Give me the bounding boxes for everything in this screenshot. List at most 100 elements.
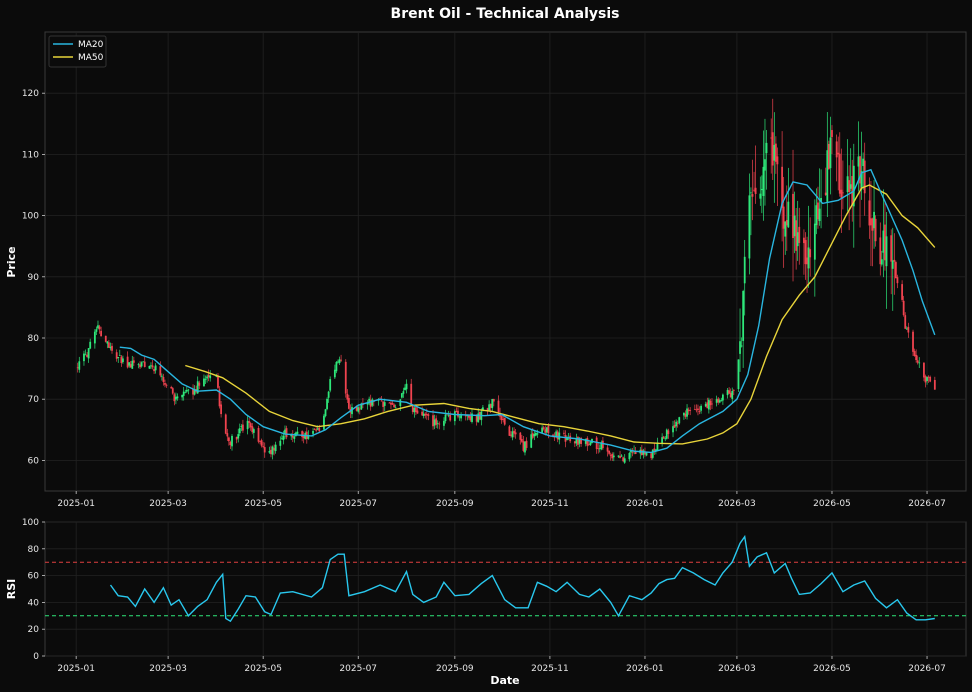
candle-down (552, 434, 554, 436)
candle-down (164, 383, 166, 385)
rsi-y-ticks: 0 20 40 60 80 100 (22, 518, 45, 662)
candle-up (293, 436, 296, 439)
candle-down (391, 402, 394, 405)
candle-up (78, 361, 81, 370)
rsi-y-tick-label: 40 (28, 598, 40, 608)
rsi-y-tick-label: 80 (28, 545, 40, 555)
candle-up (466, 415, 469, 417)
candle-down (86, 354, 88, 357)
candle-down (831, 130, 833, 138)
candle-up (524, 441, 526, 453)
candle-up (578, 439, 581, 444)
price-x-tick-label: 2025-11 (531, 499, 569, 509)
candle-up (284, 429, 286, 435)
candle-down (220, 404, 222, 415)
candle-up (436, 423, 439, 425)
candle-up (279, 440, 282, 446)
candle-up (720, 400, 723, 402)
candle-down (776, 156, 779, 165)
candle-down (162, 377, 165, 382)
price-grid (45, 32, 966, 491)
candle-up (715, 399, 718, 403)
candle-down (291, 435, 294, 438)
candle-down (544, 429, 547, 433)
price-y-tick-label: 100 (22, 212, 39, 222)
candle-down (851, 176, 854, 206)
candle-down (171, 388, 174, 394)
candle-down (520, 438, 523, 442)
candle-down (556, 431, 559, 440)
price-x-tick-label: 2025-05 (244, 499, 282, 509)
candle-up (383, 402, 386, 406)
candle-up (589, 442, 592, 445)
candle-up (176, 396, 179, 399)
candle-up (404, 387, 406, 391)
candle-up (160, 375, 163, 377)
candle-up (458, 416, 461, 418)
candle-up (246, 420, 249, 430)
candle-down (104, 335, 107, 342)
candle-down (676, 422, 679, 424)
candle-up (807, 247, 810, 269)
candle-up (148, 365, 151, 369)
candle-up (399, 399, 402, 406)
candle-up (282, 435, 285, 441)
candle-down (100, 330, 103, 337)
candle-up (651, 449, 654, 458)
candle-up (231, 435, 233, 447)
candle-up (796, 232, 799, 247)
candle-down (107, 342, 110, 348)
candle-up (511, 431, 514, 438)
candle-up (268, 451, 271, 453)
candle-up (175, 396, 177, 400)
candle-down (115, 352, 118, 359)
candle-down (689, 410, 692, 411)
candle-down (340, 359, 342, 361)
candle-up (829, 137, 832, 169)
rsi-x-tick-label: 2026-03 (718, 664, 756, 674)
candle-up (460, 415, 462, 419)
candle-down (143, 361, 146, 368)
candle-down (302, 435, 305, 439)
candle-down (771, 132, 774, 166)
candle-down (611, 453, 614, 459)
candle-down (313, 429, 316, 431)
candle-down (318, 427, 321, 432)
candle-down (242, 424, 244, 431)
candle-up (185, 390, 188, 392)
candle-up (630, 450, 632, 453)
candle-up (862, 158, 865, 167)
candle-down (153, 369, 155, 372)
candle-down (893, 259, 896, 262)
candle-down (754, 187, 757, 195)
candle-down (435, 418, 438, 425)
candle-down (489, 403, 492, 408)
candle-down (644, 451, 646, 455)
candle-down (573, 441, 576, 444)
candle-up (394, 407, 397, 409)
candle-down (126, 356, 129, 368)
candle-up (759, 193, 762, 199)
candle-down (563, 432, 565, 434)
price-x-tick-label: 2025-03 (149, 499, 187, 509)
rsi-y-tick-label: 0 (33, 652, 39, 662)
candle-down (792, 193, 794, 239)
candle-down (425, 413, 428, 416)
candle-down (173, 394, 176, 402)
candle-up (918, 362, 921, 364)
candle-down (827, 143, 830, 170)
price-y-tick-label: 80 (28, 334, 40, 344)
candle-up (84, 354, 87, 356)
candle-down (285, 428, 288, 438)
candle-down (235, 436, 238, 440)
candle-up (748, 195, 751, 259)
candle-down (916, 360, 919, 363)
candle-down (840, 189, 843, 198)
candle-up (290, 434, 293, 437)
candle-down (884, 224, 886, 261)
candle-down (525, 440, 528, 448)
rsi-x-tick-label: 2025-09 (436, 664, 474, 674)
candle-down (728, 390, 731, 394)
candle-up (131, 360, 134, 369)
